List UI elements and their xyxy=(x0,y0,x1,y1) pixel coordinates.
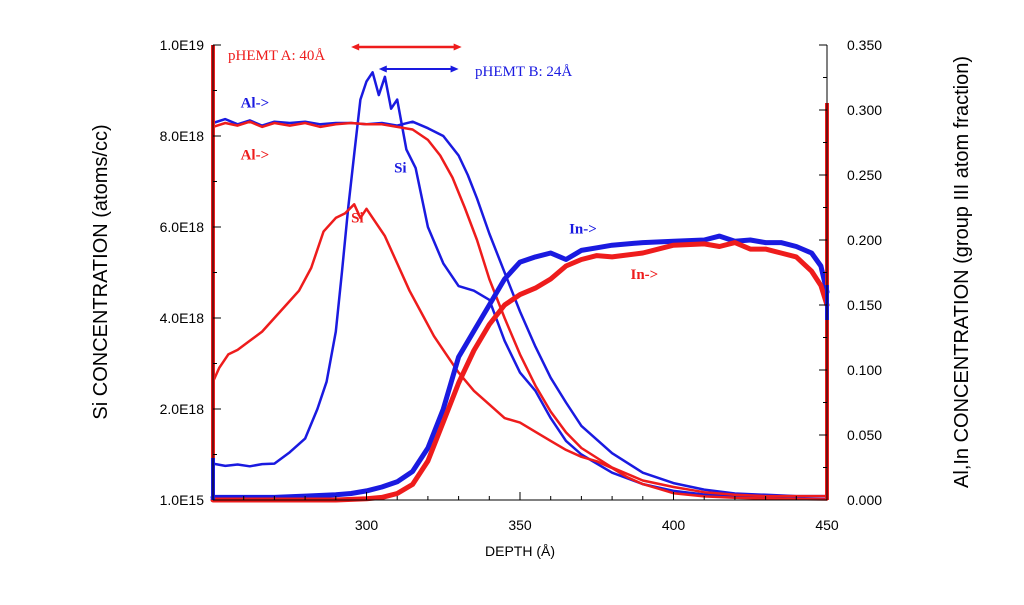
annotation-arrowhead-b-left xyxy=(378,65,387,73)
series-line-phemt-a-si xyxy=(211,203,829,501)
annotation-arrowhead-a-left xyxy=(351,43,360,51)
y-left-tick-label: 4.0E18 xyxy=(160,310,205,326)
series-line-phemt-b-in xyxy=(210,233,830,500)
annotation-phemt-b: pHEMT B: 24Å xyxy=(378,64,572,80)
annotation-label-b: pHEMT B: 24Å xyxy=(475,64,572,80)
series-label: Si xyxy=(351,210,364,226)
series-label: In-> xyxy=(569,222,597,238)
series-line-phemt-a-al xyxy=(211,120,829,498)
annotation-arrowhead-b-right xyxy=(450,65,459,73)
series-label: Si xyxy=(394,160,407,176)
y-right-tick-label: 0.250 xyxy=(847,167,882,183)
axis-ticks: 300 350 400 450 1.0E15 2.0E18 4.0E18 6.0E18 8.0E… xyxy=(160,37,883,533)
x-tick-label: 400 xyxy=(662,517,686,533)
x-tick-label: 450 xyxy=(815,517,839,533)
y-right-tick-label: 0.300 xyxy=(847,102,882,118)
y-left-tick-label: 1.0E19 xyxy=(160,37,205,53)
y-right-tick-label: 0.100 xyxy=(847,362,882,378)
series-label: Al-> xyxy=(241,95,270,111)
series-line-phemt-a-in xyxy=(210,240,830,503)
series-line-phemt-b-al xyxy=(211,117,829,498)
annotation-arrowhead-a-right xyxy=(453,43,462,51)
series-label: In-> xyxy=(631,267,659,283)
x-tick-label: 300 xyxy=(355,517,379,533)
annotation-label-a: pHEMT A: 40Å xyxy=(228,48,325,64)
y-right-tick-label: 0.150 xyxy=(847,297,882,313)
series-label: Al-> xyxy=(241,147,270,163)
y-right-tick-label: 0.000 xyxy=(847,492,882,508)
y-left-tick-label: 8.0E18 xyxy=(160,128,205,144)
y-left-tick-label: 2.0E18 xyxy=(160,401,205,417)
right-y-axis-title: Al,In CONCENTRATION (group III atom frac… xyxy=(951,56,973,488)
series-line-phemt-b-si xyxy=(211,71,829,501)
y-left-tick-label: 1.0E15 xyxy=(160,492,205,508)
x-tick-label: 350 xyxy=(508,517,532,533)
axes-frame xyxy=(212,45,828,501)
annotation-phemt-a: pHEMT A: 40Å xyxy=(228,43,462,64)
y-right-tick-label: 0.200 xyxy=(847,232,882,248)
left-y-axis-title: Si CONCENTRATION (atoms/cc) xyxy=(90,124,112,419)
series-labels: Al-> Al-> Si Si In-> In-> xyxy=(241,95,659,283)
y-left-tick-label: 6.0E18 xyxy=(160,219,205,235)
y-right-tick-label: 0.350 xyxy=(847,37,882,53)
x-axis-title: DEPTH (Å) xyxy=(485,543,555,559)
plot-area xyxy=(210,45,830,503)
y-right-tick-label: 0.050 xyxy=(847,427,882,443)
